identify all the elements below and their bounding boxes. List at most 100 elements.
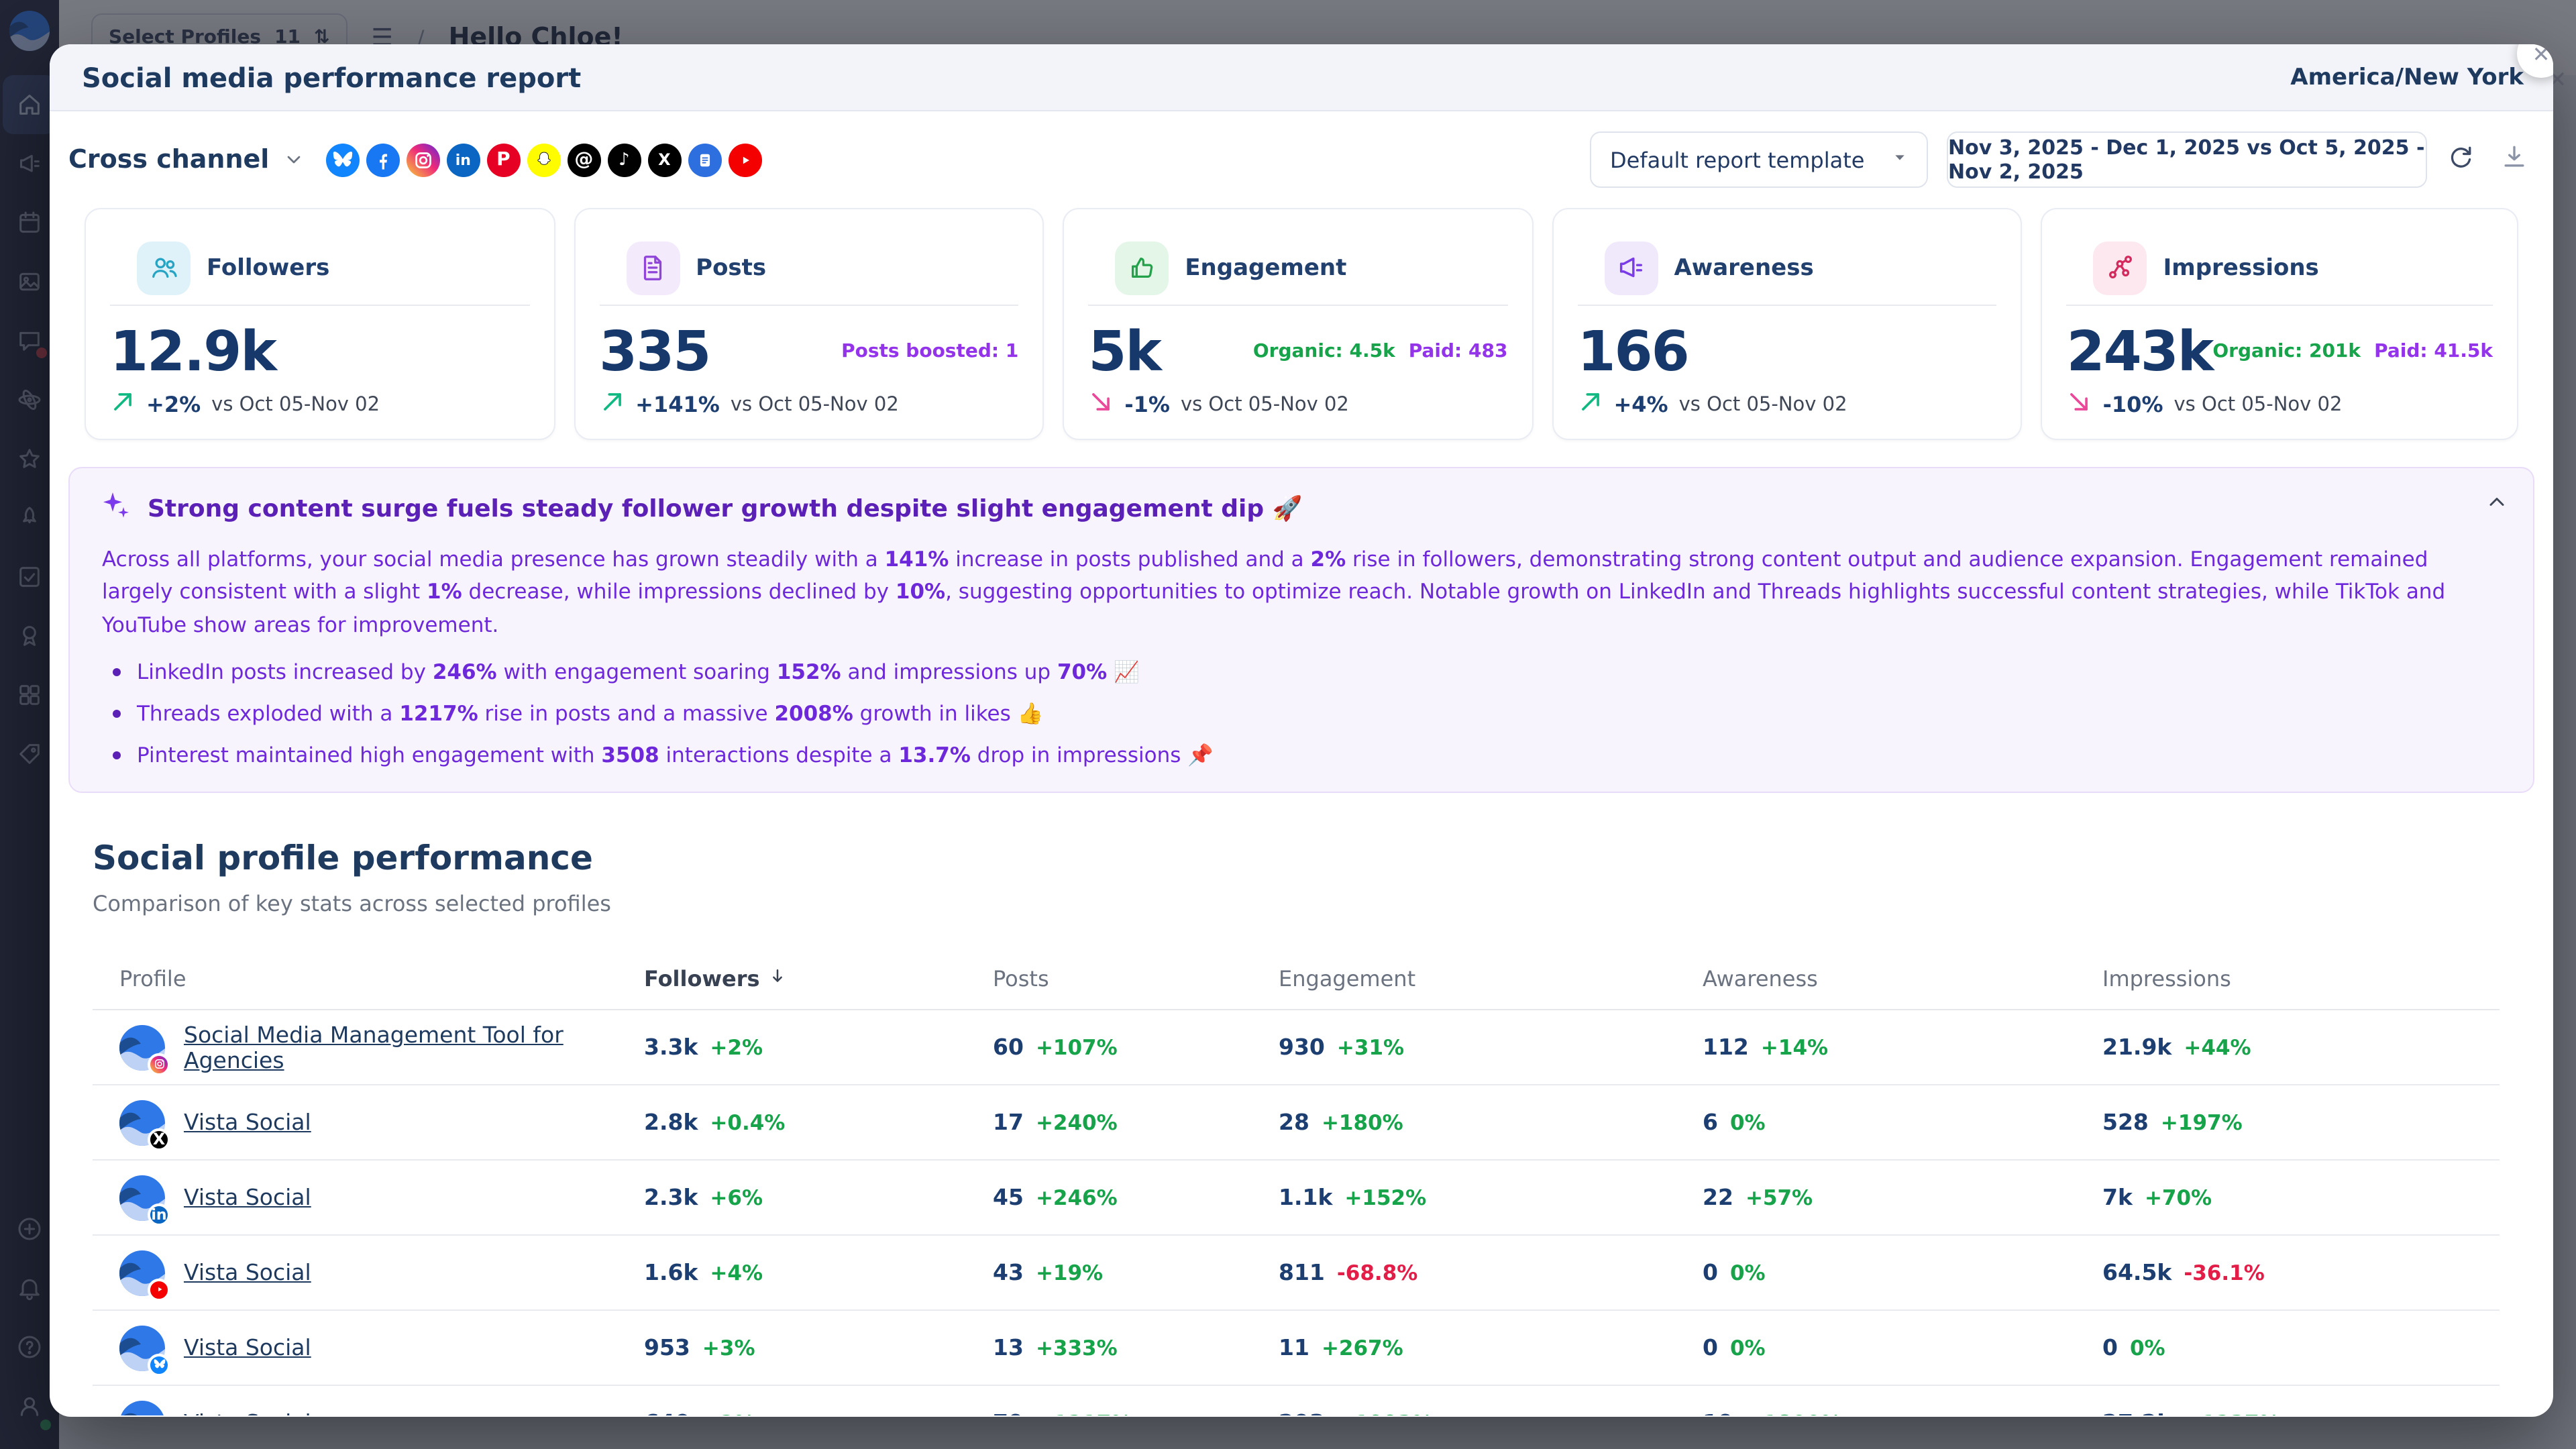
profile-link[interactable]: Vista Social [184,1335,311,1361]
kpi-value: 166 [1577,319,1689,384]
metric-delta: 0% [1729,1111,1766,1136]
youtube-icon [148,1278,170,1301]
metric-delta: -36.1% [2184,1261,2265,1286]
instagram-icon[interactable] [406,143,440,176]
metric-value: 60 [993,1034,1024,1061]
kpi-card-posts: Posts 335 Posts boosted: 1 +141% vs Oct 05-N… [574,208,1044,440]
metric-value: 0 [2102,1335,2118,1361]
table-row: @ Vista Social 640 +2% 79 +1217% 293 +1993% 19 +1… [93,1387,2500,1415]
kpi-title: Awareness [1674,254,1814,281]
threads-icon[interactable]: @ [567,143,601,176]
chevron-down-icon[interactable] [282,149,304,170]
metric-delta: +31% [1336,1036,1405,1061]
metric-value: 930 [1279,1034,1325,1061]
x-icon[interactable]: X [647,143,682,176]
metric-value: 43 [993,1260,1024,1286]
kpi-title: Posts [696,254,767,281]
file-icon [626,241,680,294]
metric-delta: +152% [1344,1186,1427,1211]
metric-value: 7k [2102,1185,2133,1211]
kpi-extra: Paid: 41.5k [2374,341,2493,362]
kpi-value: 335 [599,319,711,384]
metric-value: 11 [1279,1335,1309,1361]
collapse-chevron-up-icon[interactable] [2485,490,2509,514]
metric-value: 0 [1703,1335,1718,1361]
kpi-extra: Organic: 4.5k [1252,341,1395,362]
kpi-compare-label: vs Oct 05-Nov 02 [2174,394,2343,415]
kpi-title: Engagement [1185,254,1347,281]
metric-delta: 0% [1729,1261,1766,1286]
metric-delta: +1217% [1036,1412,1132,1415]
metric-delta: +2% [710,1036,763,1061]
metric-delta: +107% [1035,1036,1118,1061]
column-header-followers[interactable]: Followers [644,967,993,992]
trend-up-icon [1577,389,1603,420]
column-header-engagement[interactable]: Engagement [1279,966,1416,992]
column-header-impressions[interactable]: Impressions [2102,966,2231,992]
column-header-awareness[interactable]: Awareness [1703,966,1818,992]
table-header-row: Profile Followers Posts Engagement Awareness… [93,949,2500,1011]
profile-link[interactable]: Social Media Management Tool for Agencie… [184,1022,564,1073]
metric-delta: +4% [710,1261,763,1286]
date-range-picker[interactable]: Nov 3, 2025 - Dec 1, 2025 vs Oct 5, 2025… [1947,131,2427,188]
timezone-label: America/New York [2290,64,2524,91]
kpi-value: 12.9k [110,319,277,384]
youtube-icon[interactable] [728,143,762,176]
metric-delta: +267% [1321,1336,1403,1361]
profile-link[interactable]: Vista Social [184,1260,311,1286]
metric-delta: +44% [2184,1036,2251,1061]
metric-delta: +1800% [1746,1412,1841,1415]
insight-bullets: LinkedIn posts increased by 246% with en… [113,661,2504,768]
metric-value: 0 [1703,1260,1718,1286]
bluesky-icon[interactable] [325,143,360,176]
insight-title: Strong content surge fuels steady follow… [148,494,1303,523]
metric-delta: +197% [2160,1111,2243,1136]
profile-avatar: in [119,1175,170,1226]
metric-value: 17 [993,1110,1024,1136]
kpi-value: 243k [2066,319,2214,384]
report-template-select[interactable]: Default report template [1590,131,1928,188]
kpi-title: Followers [207,254,330,281]
profile-performance-table: Profile Followers Posts Engagement Awareness… [93,949,2500,1415]
metric-delta: +240% [1035,1111,1118,1136]
table-row: in Vista Social 2.3k +6% 45 +246% 1.1k +152% 22 +… [93,1161,2500,1236]
column-header-posts[interactable]: Posts [993,966,1049,992]
kpi-compare-label: vs Oct 05-Nov 02 [1678,394,1847,415]
insight-bullet: Threads exploded with a 1217% rise in po… [113,702,2504,727]
download-icon[interactable] [2500,142,2534,177]
refresh-icon[interactable] [2446,142,2481,177]
kpi-delta: +4% [1613,392,1668,417]
linkedin-icon[interactable]: in [446,143,480,176]
metric-value: 811 [1279,1260,1325,1286]
channel-selector-label[interactable]: Cross channel [68,145,270,174]
kpi-title: Impressions [2163,254,2319,281]
profile-link[interactable]: Vista Social [184,1110,311,1136]
profile-link[interactable]: Vista Social [184,1185,311,1211]
x-icon: X [148,1128,170,1151]
metric-value: 27.2k [2102,1411,2171,1415]
kpi-compare-label: vs Oct 05-Nov 02 [1180,394,1349,415]
tiktok-icon[interactable]: ♪ [607,143,641,176]
metric-value: 21.9k [2102,1034,2172,1061]
metric-delta: +19% [1035,1261,1104,1286]
metric-delta: 0% [2129,1336,2165,1361]
kpi-card-engagement: Engagement 5k Organic: 4.5k Paid: 483 -1% vs … [1063,208,1534,440]
metric-delta: +0.4% [710,1111,786,1136]
metric-delta: +1237% [2184,1412,2279,1415]
kpi-card-awareness: Awareness 166 +4% vs Oct 05-Nov 02 [1552,208,2023,440]
bullet-dot [113,668,121,677]
snapchat-icon[interactable] [527,143,561,176]
profile-avatar [119,1024,170,1076]
metric-delta: 0% [1729,1336,1766,1361]
pinterest-icon[interactable]: P [486,143,521,176]
google-business-icon[interactable] [688,143,722,176]
scatter-icon [2093,241,2147,294]
table-row: Social Media Management Tool for Agencie… [93,1011,2500,1086]
metric-delta: +6% [710,1186,763,1211]
profile-link[interactable]: Vista Social [184,1411,311,1415]
column-header-profile[interactable]: Profile [119,966,186,992]
thumb-icon [1115,241,1169,294]
metric-value: 19 [1703,1411,1733,1415]
facebook-icon[interactable] [366,143,400,176]
kpi-value: 5k [1088,319,1162,384]
